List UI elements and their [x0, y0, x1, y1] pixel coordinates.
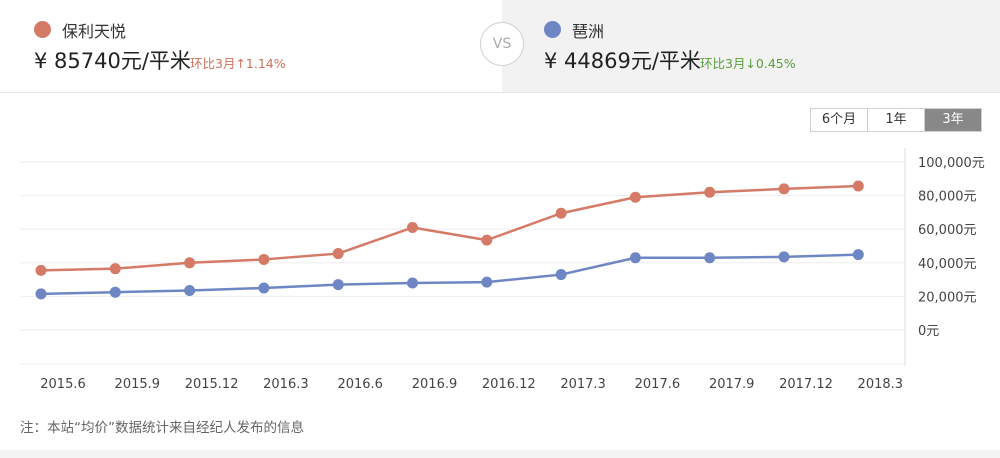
x-tick-label: 2015.12 — [185, 377, 239, 392]
data-point[interactable] — [35, 288, 47, 300]
price-right: ¥ 44869元/平米 — [544, 49, 701, 73]
data-source-note: 注：本站“均价”数据统计来自经纪人发布的信息 — [20, 420, 304, 436]
x-tick-label: 2017.6 — [635, 377, 681, 392]
range-6-months-button[interactable]: 6个月 — [811, 109, 868, 131]
series-color-dot-left — [34, 21, 51, 38]
y-tick-label: 0元 — [918, 324, 939, 339]
data-point[interactable] — [704, 186, 716, 198]
x-tick-label: 2015.9 — [115, 377, 161, 392]
property-name-left: 保利天悦 — [62, 22, 127, 41]
y-tick-label: 40,000元 — [918, 257, 977, 272]
change-right: 环比3月↓0.45% — [700, 56, 796, 71]
comparison-panel-left: 保利天悦 ¥ 85740元/平米 环比3月↑1.14% — [0, 0, 502, 92]
data-point[interactable] — [109, 263, 121, 275]
x-tick-label: 2017.9 — [709, 377, 755, 392]
data-point[interactable] — [852, 180, 864, 192]
time-range-selector: 6个月 1年 3年 — [810, 108, 982, 132]
data-point[interactable] — [258, 253, 270, 265]
data-point[interactable] — [35, 264, 47, 276]
price-left: ¥ 85740元/平米 — [34, 49, 191, 73]
data-point[interactable] — [629, 252, 641, 264]
x-tick-label: 2015.6 — [40, 377, 86, 392]
header-divider — [0, 92, 1000, 93]
series-line-pazhou — [40, 253, 859, 296]
y-tick-label: 80,000元 — [918, 190, 977, 205]
x-tick-label: 2016.12 — [482, 377, 536, 392]
data-point[interactable] — [555, 207, 567, 219]
data-point[interactable] — [555, 269, 567, 281]
range-3-years-button[interactable]: 3年 — [925, 109, 981, 131]
data-point[interactable] — [407, 222, 418, 234]
price-trend-chart: 100,000元 80,000元 60,000元 40,000元 20,000元 0元 20… — [20, 148, 985, 392]
data-point[interactable] — [407, 277, 418, 289]
x-tick-label: 2017.12 — [779, 377, 833, 392]
x-tick-label: 2016.9 — [412, 377, 458, 392]
data-point[interactable] — [184, 257, 196, 269]
y-tick-label: 100,000元 — [918, 156, 985, 171]
vs-badge: VS — [480, 22, 524, 66]
x-tick-label: 2016.6 — [337, 377, 383, 392]
y-tick-label: 60,000元 — [918, 223, 977, 238]
x-tick-label: 2017.3 — [560, 377, 606, 392]
data-point[interactable] — [258, 282, 270, 294]
data-point[interactable] — [629, 191, 641, 203]
x-tick-label: 2018.3 — [858, 377, 904, 392]
data-point[interactable] — [332, 248, 344, 260]
data-point[interactable] — [778, 251, 790, 263]
data-point[interactable] — [481, 234, 493, 246]
data-point[interactable] — [481, 276, 493, 288]
x-tick-label: 2016.3 — [263, 377, 309, 392]
y-tick-label: 20,000元 — [918, 290, 977, 305]
range-1-year-button[interactable]: 1年 — [868, 109, 925, 131]
data-point[interactable] — [704, 252, 716, 264]
data-point[interactable] — [184, 285, 196, 297]
comparison-panel-right: 琶洲 ¥ 44869元/平米 环比3月↓0.45% — [502, 0, 1000, 92]
data-point[interactable] — [778, 183, 790, 195]
data-point[interactable] — [109, 286, 121, 298]
bottom-strip — [0, 450, 1000, 458]
data-point[interactable] — [332, 279, 344, 291]
property-name-right: 琶洲 — [572, 22, 605, 41]
series-color-dot-right — [544, 21, 561, 38]
data-point[interactable] — [852, 249, 864, 261]
series-line-baoli-tianyue — [40, 184, 859, 272]
change-left: 环比3月↑1.14% — [190, 56, 286, 71]
